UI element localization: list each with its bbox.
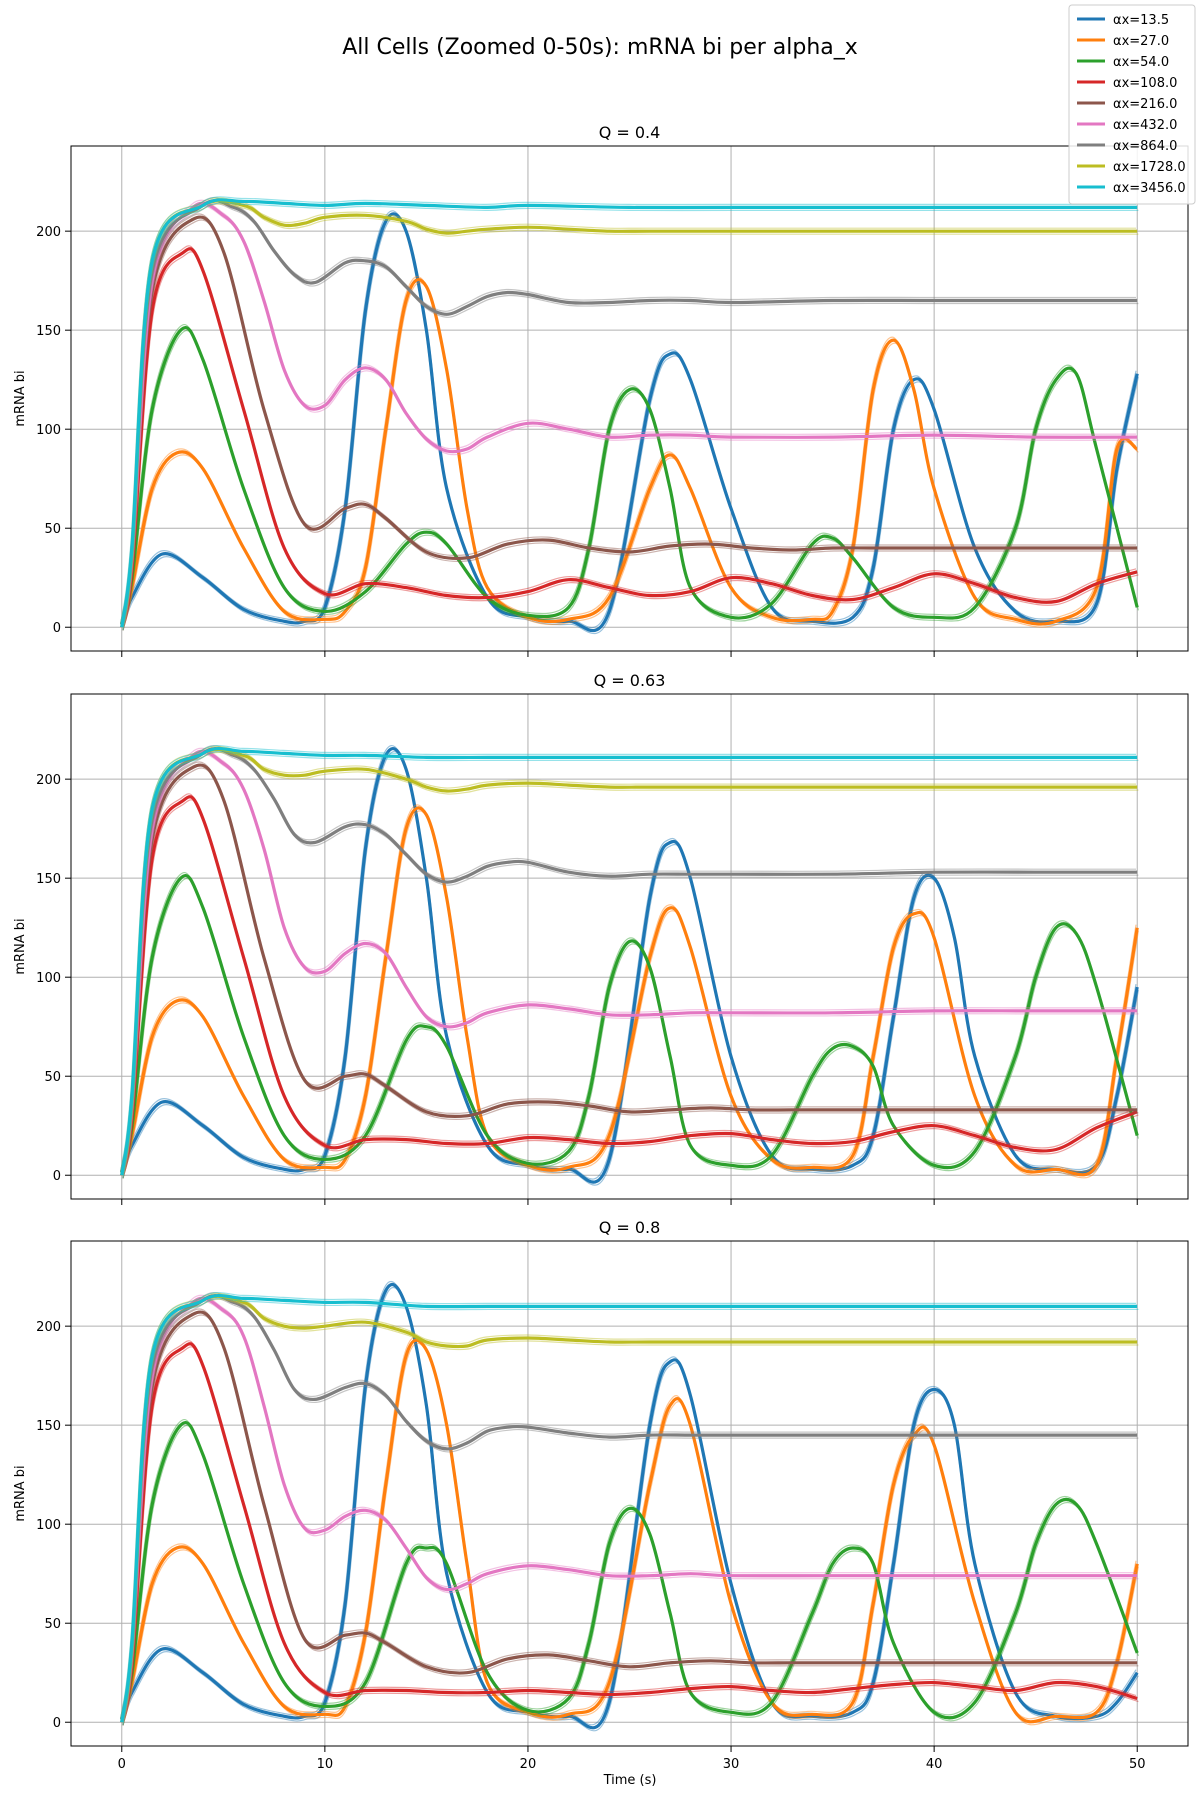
series-cell-line-ax-1728-0 [122, 751, 1139, 1179]
series-cell-line-ax-216-0 [122, 767, 1139, 1179]
series-line-ax-27-0 [120, 1338, 1139, 1724]
legend-box [1068, 4, 1196, 205]
x-axis-label: Time (s) [603, 1773, 657, 1788]
legend-label: αx=13.5 [1113, 13, 1169, 28]
series-line-ax-13-5 [120, 747, 1139, 1184]
y-tick-label: 150 [36, 324, 61, 339]
y-tick-label: 0 [53, 1169, 61, 1184]
legend-label: αx=1728.0 [1113, 160, 1186, 175]
y-tick-label: 100 [36, 971, 61, 986]
series-line-ax-432-0 [120, 201, 1138, 628]
y-tick-label: 200 [36, 773, 61, 788]
legend: αx=13.5 αx=27.0 αx=54.0 αx=108.0 αx=216.0 αx=… [1068, 4, 1196, 205]
series-cell-line-ax-3456-0 [120, 1291, 1136, 1720]
legend-label: αx=216.0 [1113, 97, 1177, 112]
series-line-ax-54-0 [120, 1421, 1139, 1723]
series-cell-line-ax-864-0 [122, 751, 1139, 1179]
series-cell-line-ax-216-0 [120, 213, 1136, 625]
y-tick-label: 200 [36, 225, 61, 240]
series-cell-line-ax-216-0 [122, 1314, 1139, 1726]
series-line-ax-432-0 [120, 1296, 1138, 1723]
y-tick-label: 100 [36, 423, 61, 438]
subplot-1: Q = 0.4 0 50 100 150 200 mRNA bi [13, 123, 1189, 657]
y-tick-label: 0 [53, 1716, 61, 1731]
legend-label: αx=27.0 [1113, 34, 1169, 49]
subplot-title: Q = 0.8 [599, 1218, 661, 1237]
series-line-ax-108-0 [120, 247, 1138, 628]
series-cell-line-ax-1728-0 [120, 1292, 1136, 1720]
series-cell-line-ax-3456-0 [120, 744, 1136, 1173]
series-lines [120, 196, 1139, 635]
x-tick-label: 0 [118, 1757, 126, 1772]
y-tick-label: 0 [53, 621, 61, 636]
series-line-ax-54-0 [120, 326, 1139, 628]
series-cell-line-ax-216-0 [120, 761, 1136, 1173]
series-cell-line-ax-216-0 [122, 219, 1139, 631]
x-tick-label: 30 [723, 1757, 740, 1772]
subplot-title: Q = 0.4 [599, 123, 661, 142]
legend-label: αx=3456.0 [1113, 181, 1186, 196]
series-line-ax-108-0 [120, 1342, 1138, 1723]
y-axis-label: mRNA bi [13, 1465, 28, 1521]
legend-label: αx=864.0 [1113, 139, 1177, 154]
y-axis-label: mRNA bi [13, 918, 28, 974]
series-line-ax-432-0 [120, 749, 1138, 1176]
legend-label: αx=54.0 [1113, 55, 1169, 70]
y-tick-label: 150 [36, 872, 61, 887]
legend-label: αx=432.0 [1113, 118, 1177, 133]
series-cell-line-ax-864-0 [122, 203, 1139, 631]
series-cell-line-ax-1728-0 [120, 197, 1136, 625]
subplot-3: Q = 0.8 0 10 20 30 40 50 0 50 100 150 200 mRNA bi [13, 1218, 1189, 1772]
series-cell-line-ax-216-0 [120, 1308, 1136, 1720]
series-cell-line-ax-3456-0 [120, 196, 1136, 625]
y-tick-label: 50 [44, 1070, 61, 1085]
x-tick-label: 40 [926, 1757, 943, 1772]
x-tick-label: 10 [317, 1757, 334, 1772]
series-line-ax-216-0 [120, 1310, 1138, 1723]
series-line-ax-27-0 [120, 278, 1139, 628]
series-lines [120, 1281, 1139, 1732]
series-cell-line-ax-3456-0 [122, 750, 1139, 1179]
series-line-ax-864-0 [120, 199, 1138, 628]
y-axis-label: mRNA bi [13, 370, 28, 426]
y-tick-label: 150 [36, 1419, 61, 1434]
series-cell-line-ax-3456-0 [122, 1297, 1139, 1726]
series-line-ax-54-0 [120, 874, 1139, 1176]
series-line-ax-3456-0 [120, 1293, 1138, 1723]
series-line-ax-3456-0 [120, 198, 1138, 628]
series-cell-line-ax-1728-0 [120, 745, 1136, 1173]
series-lines [120, 744, 1139, 1186]
series-cell-line-ax-864-0 [122, 1298, 1139, 1726]
series-line-ax-13-5 [120, 1283, 1139, 1730]
y-tick-label: 200 [36, 1320, 61, 1335]
y-tick-label: 100 [36, 1518, 61, 1533]
series-cell-line-ax-1728-0 [122, 203, 1139, 631]
legend-label: αx=108.0 [1113, 76, 1177, 91]
series-line-ax-216-0 [120, 763, 1138, 1176]
series-line-ax-216-0 [120, 215, 1138, 628]
y-tick-label: 50 [44, 1617, 61, 1632]
x-tick-label: 50 [1129, 1757, 1146, 1772]
series-line-ax-3456-0 [120, 746, 1138, 1176]
series-line-ax-108-0 [120, 795, 1138, 1176]
series-cell-line-ax-1728-0 [122, 1298, 1139, 1726]
series-cell-line-ax-3456-0 [122, 202, 1139, 631]
series-line-ax-27-0 [120, 806, 1139, 1177]
plot-frame [70, 693, 1189, 1200]
plot-frame [70, 1240, 1189, 1747]
figure-title: All Cells (Zoomed 0-50s): mRNA bi per al… [342, 35, 858, 60]
subplot-title: Q = 0.63 [594, 671, 666, 690]
plot-frame [70, 145, 1189, 652]
y-tick-label: 50 [44, 522, 61, 537]
x-tick-label: 20 [520, 1757, 537, 1772]
subplot-2: Q = 0.63 0 50 100 150 200 mRNA bi [13, 671, 1189, 1205]
